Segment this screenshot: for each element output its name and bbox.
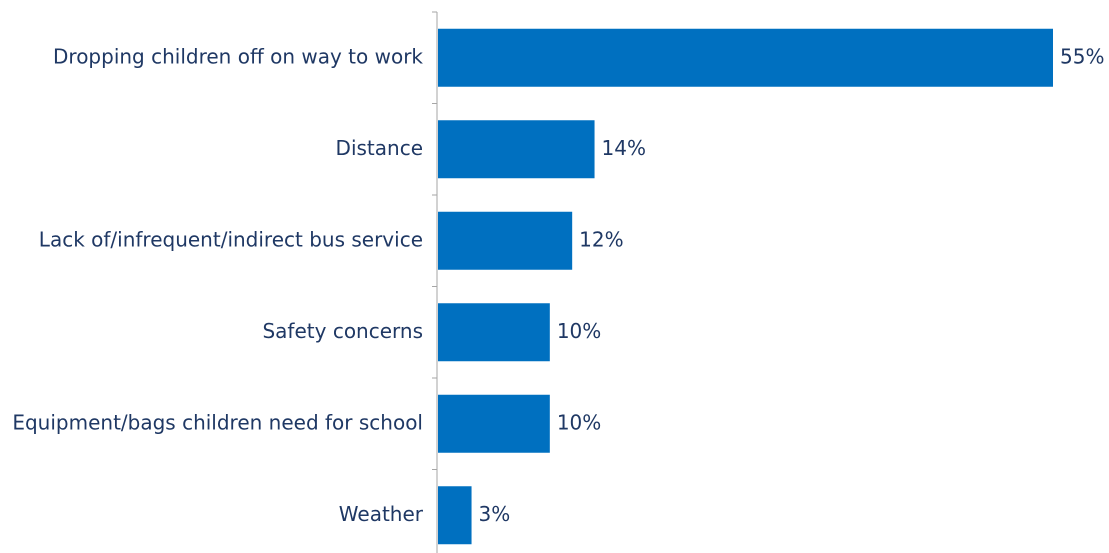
value-label-equipment-bags-children-need-for-school: 10% [557, 410, 601, 434]
value-label-dropping-children-off-on-way-to-work: 55% [1060, 44, 1104, 68]
category-label-lack-of-infrequent-indirect-bus-service: Lack of/infrequent/indirect bus service [39, 227, 423, 251]
bar-weather [438, 486, 472, 545]
category-label-distance: Distance [336, 136, 423, 160]
value-label-safety-concerns: 10% [557, 319, 601, 343]
bar-dropping-children-off-on-way-to-work [438, 28, 1053, 87]
category-label-equipment-bags-children-need-for-school: Equipment/bags children need for school [12, 410, 423, 434]
category-label-dropping-children-off-on-way-to-work: Dropping children off on way to work [53, 44, 423, 68]
bars-layer [438, 28, 1053, 545]
labels-layer: Dropping children off on way to work 55% D… [12, 44, 1104, 526]
bar-distance [438, 120, 595, 179]
bar-safety-concerns [438, 303, 550, 362]
value-label-lack-of-infrequent-indirect-bus-service: 12% [579, 227, 623, 251]
category-label-safety-concerns: Safety concerns [262, 319, 423, 343]
axis-layer [432, 11, 438, 553]
value-label-weather: 3% [479, 502, 511, 526]
bar-equipment-bags-children-need-for-school [438, 394, 550, 453]
value-label-distance: 14% [602, 136, 646, 160]
bar-lack-of-infrequent-indirect-bus-service [438, 211, 573, 270]
category-label-weather: Weather [339, 502, 424, 526]
